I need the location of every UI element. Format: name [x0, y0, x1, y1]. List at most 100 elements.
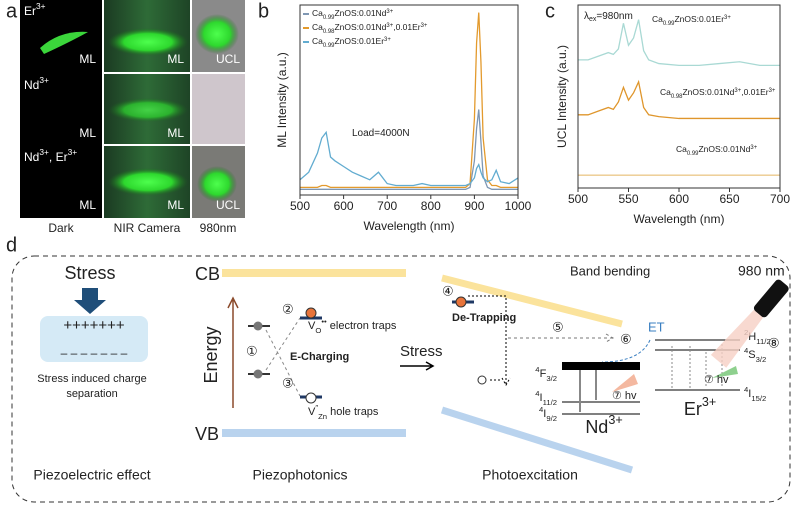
annotation: λex=980nm [584, 11, 633, 24]
charging-paths [265, 317, 301, 397]
et: ET [648, 319, 665, 334]
vb-band [222, 429, 406, 437]
row-label: Er3+ [24, 1, 46, 18]
panel-letter: b [258, 0, 269, 22]
ml-glow [108, 98, 188, 122]
frame [11, 255, 791, 503]
x-tick-label: 1000 [505, 199, 532, 213]
row-label: Nd3+, Er3+ [24, 147, 77, 164]
emission [712, 366, 738, 378]
er-ion: Er3+ [684, 395, 716, 418]
x-axis-label: Wavelength (nm) [634, 212, 725, 226]
nd-level-label: 4I11/2 [535, 389, 557, 407]
image-tag: ML [79, 198, 96, 212]
de-trapping: De-Trapping [452, 312, 516, 324]
minus-charges: – – – – – – – [61, 346, 128, 360]
section-title: Piezoelectric effect [33, 467, 150, 483]
charts: b Ca0.99ZnOS:0.01Nd3+ Ca0.98ZnOS:0.01Nd3+,… [258, 0, 790, 233]
transfer-path [508, 333, 615, 343]
panel-letter: d [6, 234, 17, 256]
er-level-label: 4S3/2 [744, 346, 766, 364]
step: ⑤ [552, 319, 564, 334]
er-level-label: 4I15/2 [744, 385, 766, 403]
hv: ⑦ hv [612, 390, 637, 402]
nd-level [562, 362, 640, 370]
electron [455, 296, 467, 308]
spectrum [299, 130, 519, 187]
legend-entry: Ca0.98ZnOS:0.01Nd3+,0.01Er3+ [660, 87, 776, 99]
step: ① [246, 343, 258, 358]
ucl-glow [195, 14, 239, 54]
legend-entry: Ca0.99ZnOS:0.01Er3+ [312, 36, 391, 48]
spectrum [300, 109, 518, 190]
electron [253, 369, 263, 379]
plot-frame [299, 4, 519, 196]
step: ⑧ [768, 335, 780, 350]
nd-level-label: 4F3/2 [535, 365, 557, 383]
de-trap-path [468, 295, 511, 387]
caption: separation [66, 388, 117, 400]
x-tick-label: 700 [377, 199, 397, 213]
column-label: Dark [48, 221, 74, 235]
panel-letter: c [545, 0, 555, 22]
image-tag: ML [167, 126, 184, 140]
nd-level-label: 4I9/2 [539, 405, 557, 423]
dark-column [20, 0, 102, 218]
laser [710, 279, 789, 368]
hv: ⑦ hv [704, 374, 729, 386]
column-label: 980nm [200, 221, 237, 235]
trapped-electron [305, 307, 317, 319]
section-title: Photoexcitation [482, 467, 578, 483]
legend-entry: Ca0.98ZnOS:0.01Nd3+,0.01Er3+ [312, 22, 428, 34]
stress: Stress [64, 263, 115, 283]
legend-entry: Ca0.99ZnOS:0.01Nd3+ [312, 8, 394, 20]
arrow [400, 361, 435, 371]
image-tag: UCL [216, 198, 240, 212]
x-tick-label: 500 [568, 192, 588, 206]
step: ④ [442, 283, 454, 298]
ml-glow [108, 168, 188, 196]
scheme: d Stress +++++++ – – – – – – – Stress in… [6, 234, 791, 503]
arrow [74, 288, 106, 314]
laser-label: 980 nm [738, 263, 785, 279]
legend-entry: Ca0.99ZnOS:0.01Er3+ [652, 14, 731, 26]
vb: VB [195, 424, 219, 444]
stress: Stress [400, 343, 443, 360]
band-bending: Band bending [570, 263, 650, 278]
transition [579, 370, 597, 412]
step: ⑥ [620, 331, 632, 346]
spectrum [578, 79, 780, 120]
image-tag: ML [167, 52, 184, 66]
emission [612, 374, 638, 392]
spectrum [578, 19, 780, 67]
crystal [40, 316, 148, 362]
ml-glow [40, 31, 88, 54]
energy-arrow [227, 296, 239, 408]
electron [253, 321, 263, 331]
e-charging: E-Charging [290, 351, 349, 363]
nd-ion: Nd3+ [585, 413, 622, 436]
hole [305, 392, 317, 404]
annotation: Load=4000N [352, 128, 410, 139]
legend-entry: Ca0.99ZnOS:0.01Nd3+ [676, 144, 758, 156]
x-tick-label: 600 [334, 199, 354, 213]
ml-glow [108, 28, 188, 56]
x-tick-label: 550 [618, 192, 638, 206]
image-tag: ML [79, 52, 96, 66]
cb: CB [195, 264, 220, 284]
energy: Energy [201, 326, 221, 383]
x-tick-label: 700 [770, 192, 790, 206]
panel-letter: a [6, 0, 18, 22]
plus-charges: +++++++ [63, 317, 125, 334]
trap-label: V″Zn hole traps [308, 403, 379, 421]
y-axis-label: UCL Intensity (a.u.) [555, 45, 569, 148]
column-label: NIR Camera [114, 221, 181, 235]
trap-label: VO•• electron traps [308, 317, 397, 335]
bent-vb [440, 406, 634, 474]
step: ③ [282, 375, 294, 390]
image-tag: ML [167, 198, 184, 212]
transition [671, 344, 723, 388]
et-path [601, 339, 651, 363]
